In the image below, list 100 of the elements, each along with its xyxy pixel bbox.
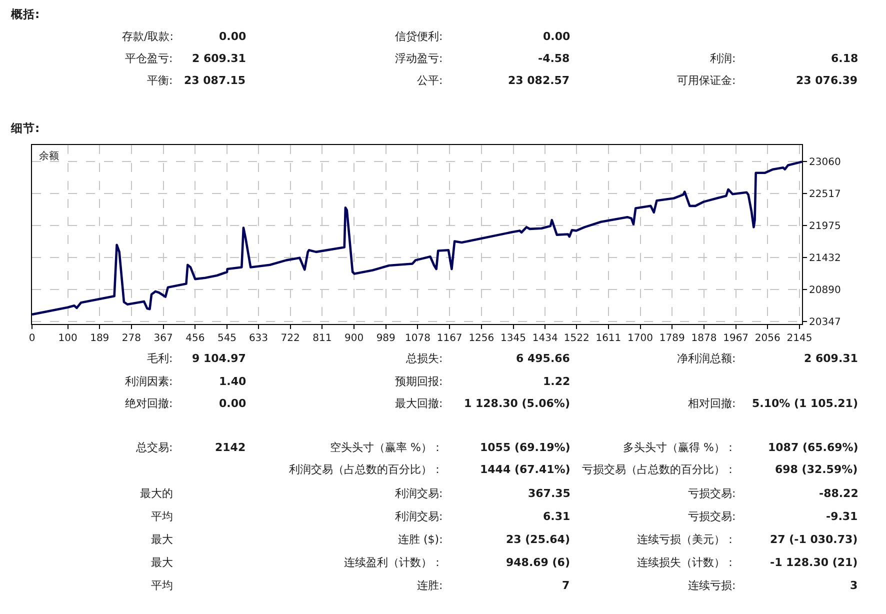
text: -1 128.30 (21): [770, 556, 858, 569]
x-tick-label: 0: [28, 333, 36, 344]
x-tick-label: 2056: [754, 333, 780, 344]
text: 7: [562, 579, 570, 592]
text: 平均: [151, 579, 173, 592]
chart-title: 细节:: [10, 121, 40, 135]
x-tick-label: 100: [58, 333, 78, 344]
text: 连续损失（计数）：: [637, 556, 736, 569]
text: 2142: [215, 441, 246, 454]
x-tick-label: 1700: [628, 333, 653, 344]
x-tick-label: 900: [344, 333, 364, 344]
text: 连续亏损:: [688, 579, 736, 592]
text: 平均: [151, 510, 173, 523]
x-tick-label: 2145: [786, 333, 812, 344]
text: 亏损交易:: [688, 510, 736, 523]
text: 23 076.39: [796, 74, 858, 87]
line-series: [32, 160, 802, 316]
text: 6.18: [831, 52, 858, 65]
text: 绝对回撤:: [125, 397, 173, 410]
text: -9.31: [826, 510, 858, 523]
text: 2 609.31: [192, 52, 246, 65]
text: 最大: [151, 533, 173, 546]
x-tick-label: 1967: [723, 333, 749, 344]
x-tick-label: 633: [248, 333, 268, 344]
y-tick-label: 23060: [809, 157, 841, 168]
text: 最大的: [140, 487, 173, 500]
text: 6 495.66: [516, 352, 570, 365]
text: 连续盈利（计数）：: [344, 556, 443, 569]
text: 948.69 (6): [506, 556, 570, 569]
annotation: 余额: [39, 150, 59, 162]
text: 利润因素:: [125, 375, 173, 388]
text: 净利润总额:: [677, 352, 736, 365]
text: 连胜 ($):: [398, 533, 443, 546]
text: 367.35: [528, 487, 570, 500]
y-tick-label: 22517: [809, 189, 841, 200]
text: 23 087.15: [184, 74, 246, 87]
text: 利润:: [710, 52, 736, 65]
text: 1087 (65.69%): [768, 441, 858, 454]
text: 平衡:: [147, 74, 173, 87]
x-tick-label: 1345: [500, 333, 526, 344]
text: 概括:: [10, 7, 40, 21]
text: 1444 (67.41%): [480, 463, 570, 476]
text: 总交易:: [135, 441, 173, 454]
text: 23 082.57: [508, 74, 570, 87]
text: 2 609.31: [804, 352, 858, 365]
x-tick-label: 1078: [404, 333, 430, 344]
x-tick-label: 545: [217, 333, 237, 344]
x-tick-label: 989: [376, 333, 396, 344]
x-tick-label: 722: [280, 333, 300, 344]
text: 公平:: [417, 74, 443, 87]
text: 5.10% (1 105.21): [752, 397, 858, 410]
y-tick-label: 20347: [809, 317, 841, 328]
text: 3: [850, 579, 858, 592]
x-tick-label: 811: [312, 333, 332, 344]
text: 空头头寸（赢率 %）：: [330, 441, 443, 454]
text: 利润交易:: [395, 487, 443, 500]
text: 多头头寸（赢得 %）：: [623, 441, 736, 454]
text: 连续亏损（美元）：: [637, 533, 736, 546]
text: 最大回撤:: [395, 397, 443, 410]
x-tick-label: 1878: [691, 333, 717, 344]
text: 信贷便利:: [395, 30, 443, 43]
x-tick-label: 1434: [532, 333, 558, 344]
text: 总损失:: [405, 352, 443, 365]
text: 1.22: [543, 375, 570, 388]
x-tick-label: 456: [186, 333, 205, 344]
text: 27 (-1 030.73): [770, 533, 858, 546]
text: -88.22: [819, 487, 858, 500]
x-tick-label: 1611: [596, 333, 622, 344]
text: 亏损交易（占总数的百分比）：: [582, 463, 736, 476]
text: 可用保证金:: [677, 74, 736, 87]
x-tick-label: 189: [90, 333, 110, 344]
text: 0.00: [543, 30, 570, 43]
y-tick-label: 20890: [809, 285, 841, 296]
text: 0.00: [219, 30, 246, 43]
text: 连胜:: [417, 579, 443, 592]
x-tick-label: 367: [154, 333, 173, 344]
text: 1055 (69.19%): [480, 441, 570, 454]
text: 1 128.30 (5.06%): [464, 397, 570, 410]
text: 0.00: [219, 397, 246, 410]
text: 相对回撤:: [688, 397, 736, 410]
text: 浮动盈亏:: [395, 52, 443, 65]
text: 利润交易（占总数的百分比）：: [289, 463, 443, 476]
y-tick-label: 21432: [809, 253, 841, 264]
text: 毛利:: [147, 352, 173, 365]
text: 6.31: [543, 510, 570, 523]
x-tick-label: 1167: [436, 333, 462, 344]
x-tick-label: 278: [122, 333, 142, 344]
text: 预期回报:: [395, 375, 443, 388]
text: 9 104.97: [192, 352, 246, 365]
text: 存款/取款:: [122, 30, 174, 43]
text: 23 (25.64): [506, 533, 570, 546]
text: 最大: [151, 556, 173, 569]
x-tick-label: 1789: [659, 333, 685, 344]
x-tick-label: 1256: [468, 333, 494, 344]
text: 亏损交易:: [688, 487, 736, 500]
text: -4.58: [538, 52, 570, 65]
text: 1.40: [219, 375, 246, 388]
text: 698 (32.59%): [775, 463, 858, 476]
text: 利润交易:: [395, 510, 443, 523]
y-tick-label: 21975: [809, 221, 841, 232]
